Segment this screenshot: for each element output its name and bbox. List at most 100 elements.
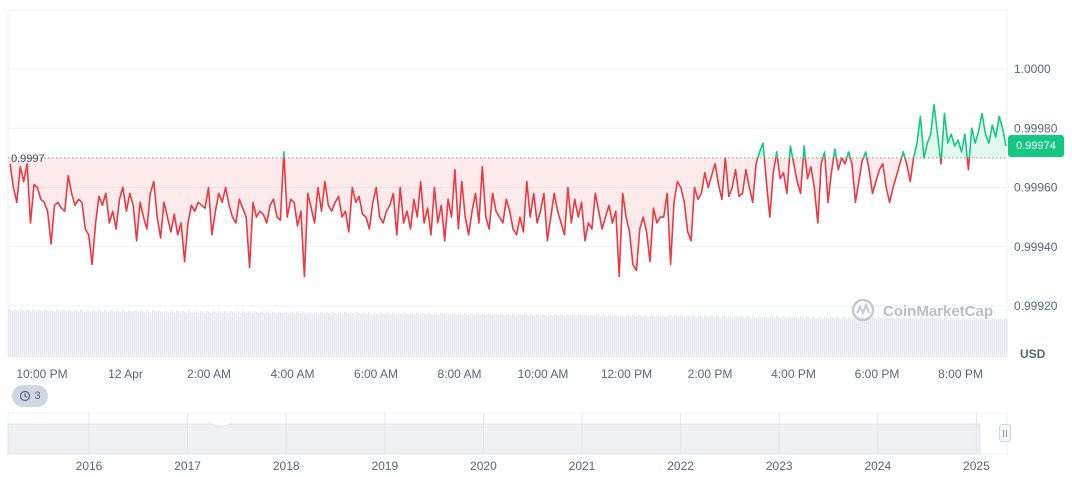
volume-bar	[848, 316, 850, 357]
volume-bar	[368, 312, 370, 357]
volume-bar	[794, 316, 796, 357]
volume-bar	[738, 317, 740, 357]
volume-bar	[744, 317, 746, 357]
volume-bar	[78, 311, 80, 357]
navigator-year-label: 2025	[963, 459, 990, 473]
volume-bar	[286, 312, 288, 357]
volume-bar	[460, 314, 462, 357]
volume-bar	[628, 315, 630, 357]
volume-bar	[340, 312, 342, 357]
volume-bar	[740, 315, 742, 357]
volume-bar	[46, 310, 48, 357]
volume-bar	[530, 313, 532, 357]
volume-bar	[712, 316, 714, 357]
volume-bar	[798, 318, 800, 357]
volume-bar	[246, 313, 248, 357]
volume-bar	[690, 317, 692, 357]
volume-bar	[438, 314, 440, 357]
volume-bar	[224, 310, 226, 357]
volume-bar	[504, 315, 506, 357]
volume-bar	[882, 318, 884, 357]
volume-bar	[934, 318, 936, 357]
volume-bar	[444, 314, 446, 357]
volume-bar	[212, 310, 214, 357]
volume-bar	[332, 311, 334, 357]
navigator-year-label: 2017	[174, 459, 201, 473]
volume-bar	[724, 316, 726, 357]
volume-bar	[908, 317, 910, 357]
volume-bar	[82, 310, 84, 357]
navigator-year-label: 2018	[273, 459, 300, 473]
volume-bar	[562, 314, 564, 357]
volume-bar	[176, 310, 178, 357]
events-button[interactable]: 3	[12, 385, 48, 407]
volume-bar	[692, 315, 694, 357]
volume-bar	[876, 318, 878, 357]
volume-bar	[558, 315, 560, 357]
volume-bar	[836, 316, 838, 357]
volume-bar	[494, 313, 496, 357]
navigator-handle[interactable]	[999, 424, 1011, 442]
volume-bar	[94, 310, 96, 357]
volume-bar	[986, 317, 988, 357]
volume-bar	[976, 318, 978, 357]
volume-bar	[210, 312, 212, 357]
volume-bar	[382, 313, 384, 357]
volume-bar	[816, 318, 818, 357]
volume-bar	[120, 312, 122, 357]
volume-bar	[648, 316, 650, 357]
volume-bar	[390, 314, 392, 357]
volume-bar	[58, 310, 60, 357]
volume-bar	[564, 316, 566, 357]
volume-bar	[110, 309, 112, 357]
volume-bar	[866, 316, 868, 357]
volume-bar	[950, 317, 952, 357]
volume-bar	[40, 310, 42, 357]
volume-bar	[270, 313, 272, 357]
volume-bar	[874, 317, 876, 357]
volume-bar	[884, 316, 886, 357]
volume-bar	[1000, 318, 1002, 357]
volume-bar	[458, 313, 460, 357]
volume-bar	[90, 311, 92, 357]
volume-bar	[10, 310, 12, 357]
volume-bar	[478, 314, 480, 357]
volume-bar	[598, 315, 600, 357]
volume-bar	[900, 319, 902, 357]
volume-bar	[264, 313, 266, 357]
volume-bar	[670, 315, 672, 357]
volume-bar	[160, 311, 162, 357]
volume-bar	[260, 311, 262, 357]
volume-bar	[446, 312, 448, 357]
volume-bar	[466, 314, 468, 357]
volume-bar	[292, 312, 294, 357]
volume-bar	[616, 315, 618, 357]
volume-bar	[158, 310, 160, 357]
volume-bar	[1002, 319, 1004, 357]
volume-bar	[944, 317, 946, 357]
volume-bar	[220, 311, 222, 357]
volume-bar	[84, 311, 86, 357]
volume-bar	[470, 313, 472, 357]
volume-bar	[22, 310, 24, 357]
volume-bar	[782, 315, 784, 357]
volume-bar	[204, 312, 206, 357]
volume-bar	[448, 313, 450, 357]
volume-bar	[122, 310, 124, 357]
volume-bar	[404, 312, 406, 357]
volume-bar	[486, 315, 488, 357]
volume-bar	[194, 310, 196, 357]
volume-bar	[410, 312, 412, 357]
price-line-down	[9, 157, 971, 278]
volume-bar	[34, 310, 36, 357]
volume-bar	[520, 314, 522, 357]
volume-bar	[644, 314, 646, 357]
volume-bar	[146, 310, 148, 357]
volume-bar	[988, 318, 990, 357]
volume-bar	[102, 311, 104, 357]
navigator-year-label: 2024	[864, 459, 891, 473]
volume-bar	[674, 315, 676, 357]
volume-bar	[162, 312, 164, 357]
volume-bar	[764, 315, 766, 357]
